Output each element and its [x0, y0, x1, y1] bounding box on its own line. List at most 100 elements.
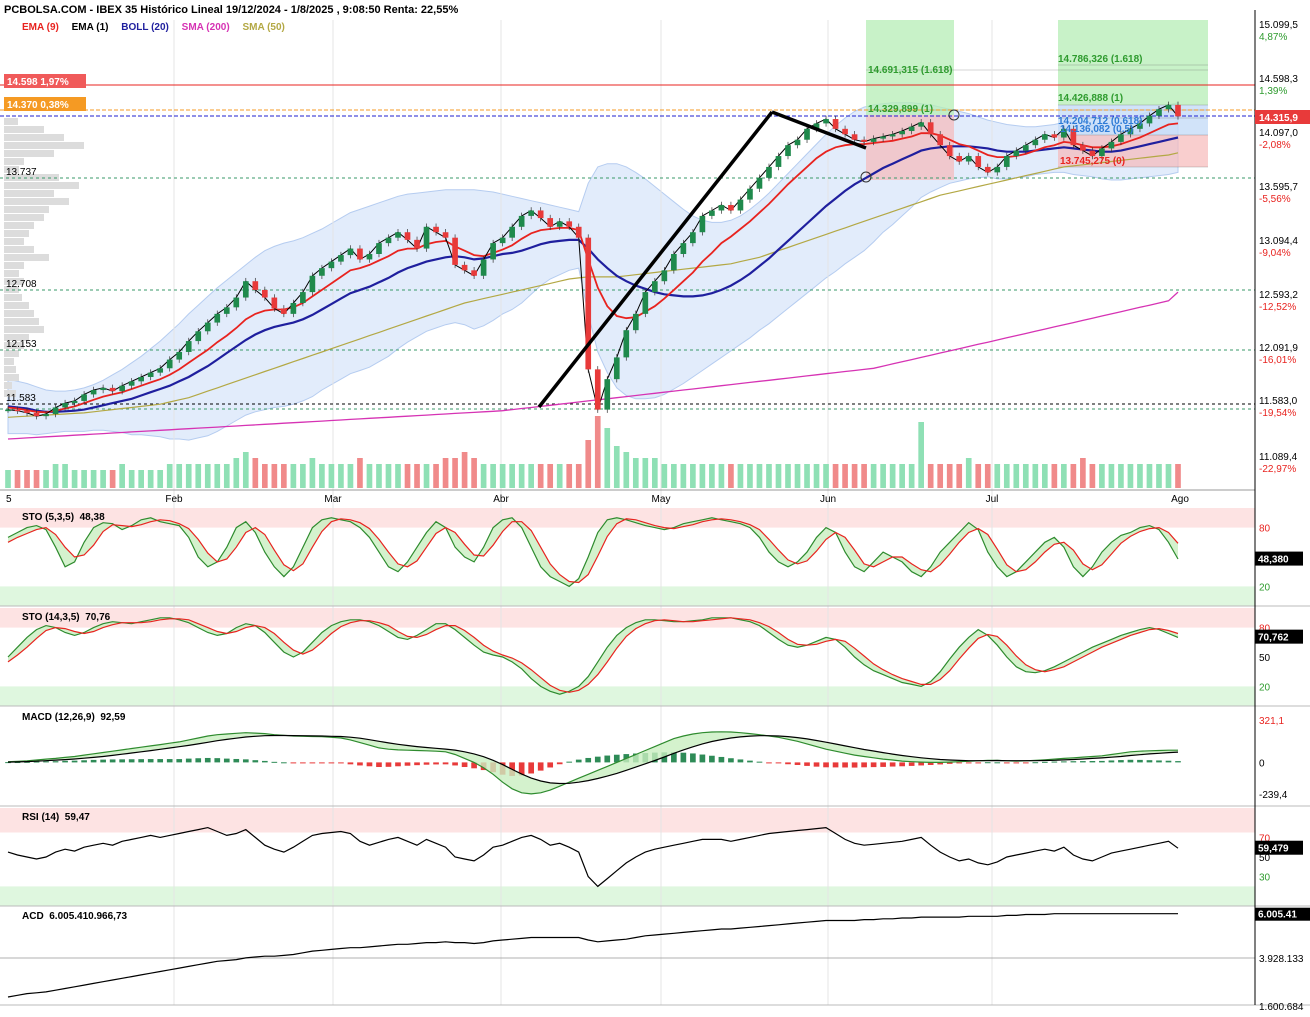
sto2-tick-50: 50 [1259, 653, 1271, 664]
macd-hist-0 [5, 762, 11, 764]
candle-body-90 [861, 139, 867, 142]
profile-bar-13 [4, 222, 34, 229]
level-label-2: 12.153 [6, 339, 37, 350]
volume-bar-19 [185, 464, 192, 488]
macd-hist-4 [43, 761, 49, 763]
volume-bar-69 [661, 464, 668, 488]
macd-hist-88 [842, 762, 848, 768]
macd-hist-9 [90, 759, 97, 763]
month-label-5: Jun [820, 494, 836, 505]
macd-hist-14 [138, 759, 145, 763]
sto1-tag-bg [1255, 551, 1303, 566]
volume-bar-81 [775, 464, 782, 488]
macd-hist-92 [880, 762, 886, 767]
profile-bar-16 [4, 246, 34, 253]
macd-hist-114 [1089, 761, 1096, 763]
macd-hist-41 [395, 762, 401, 767]
candle-body-26 [252, 281, 259, 290]
macd-hist-28 [271, 761, 278, 763]
candle-body-8 [81, 394, 87, 401]
sto1-legend: STO (5,3,5) 48,38 [22, 512, 105, 523]
candle-body-51 [490, 243, 496, 260]
volume-bar-89 [851, 464, 858, 488]
fibo-anchor-1 [948, 109, 960, 121]
volume-bar-58 [556, 464, 563, 488]
candle-body-123 [1175, 104, 1181, 117]
macd-hist-62 [594, 756, 601, 763]
volume-bar-46 [442, 458, 449, 488]
price-pct-5: -12,52% [1259, 302, 1296, 313]
candle-body-3 [33, 412, 40, 417]
volume-bar-120 [1146, 464, 1153, 488]
candle-body-79 [756, 177, 763, 189]
volume-bar-15 [147, 470, 154, 488]
volume-bar-60 [575, 464, 582, 488]
volume-bar-37 [357, 458, 363, 488]
candle-body-69 [661, 270, 668, 282]
candle-body-2 [24, 410, 30, 413]
fibo-label-6: 13.745,275 (0) [1060, 156, 1125, 167]
candle-body-89 [851, 134, 858, 140]
fibo-green-zone-2 [1058, 20, 1208, 105]
price-pct-7: -19,54% [1259, 408, 1296, 419]
profile-bar-27 [4, 334, 29, 341]
trendline-down [771, 110, 867, 150]
ema9-line [7, 122, 1179, 414]
candle-body-28 [271, 297, 278, 309]
volume-bar-87 [832, 464, 839, 488]
candle-body-49 [471, 270, 477, 276]
volume-bar-12 [119, 464, 125, 488]
price-tick-2: 14.097,0 [1259, 128, 1298, 139]
volume-bar-66 [632, 458, 639, 488]
volume-bar-117 [1118, 464, 1124, 488]
macd-hist-90 [861, 762, 867, 768]
macd-hist-5 [52, 761, 59, 763]
macd-hist-40 [385, 762, 392, 767]
macd-hist-100 [956, 762, 963, 764]
macd-hist-64 [613, 754, 620, 763]
volume-bar-13 [128, 470, 135, 488]
price-axis: 15.099,54,87% 14.598,31,39% 14.097,0-2,08%… [1254, 10, 1310, 1013]
macd-hist-97 [927, 762, 934, 765]
legend-ema9: EMA (9) [22, 22, 59, 33]
volume-bar-6 [62, 464, 68, 488]
fibo-green-zone-1 [866, 20, 954, 115]
candle-body-22 [214, 313, 221, 323]
macd-hist-47 [452, 762, 458, 766]
macd-hist-116 [1108, 760, 1115, 763]
acd-legend: ACD 6.005.410.966,73 [22, 911, 127, 922]
candle-body-14 [138, 376, 145, 382]
volume-bar-101 [965, 458, 972, 488]
macd-hist-2 [24, 761, 30, 763]
profile-bar-30 [4, 358, 14, 365]
candle-body-96 [918, 122, 925, 127]
sto2-tag-text: 70,762 [1258, 633, 1289, 644]
rsi-overbought-zone [0, 808, 1255, 833]
macd-hist-80 [766, 762, 772, 764]
macd-hist-48 [461, 762, 468, 768]
sma50-line [7, 152, 1179, 418]
rsi-tag-bg [1255, 840, 1303, 855]
candle-body-109 [1041, 134, 1048, 140]
volume-bar-91 [870, 464, 877, 488]
candle-body-62 [594, 369, 601, 410]
candle-body-58 [556, 221, 563, 227]
volume-bar-25 [242, 452, 249, 488]
macd-hist-123 [1175, 761, 1181, 763]
candle-body-72 [690, 232, 696, 244]
macd-hist-115 [1099, 760, 1105, 763]
candle-body-30 [290, 302, 297, 314]
candle-body-65 [623, 330, 630, 358]
macd-hist-60 [575, 759, 582, 763]
volume-bar-114 [1089, 464, 1096, 488]
volume-bar-7 [71, 470, 78, 488]
volume-bar-77 [737, 464, 744, 488]
macd-hist-70 [671, 752, 677, 763]
candle-body-13 [128, 381, 135, 386]
macd-hist-12 [119, 759, 125, 763]
candle-body-21 [204, 322, 211, 332]
candle-body-98 [937, 134, 944, 146]
volume-bar-54 [518, 464, 525, 488]
macd-hist-61 [585, 757, 592, 763]
